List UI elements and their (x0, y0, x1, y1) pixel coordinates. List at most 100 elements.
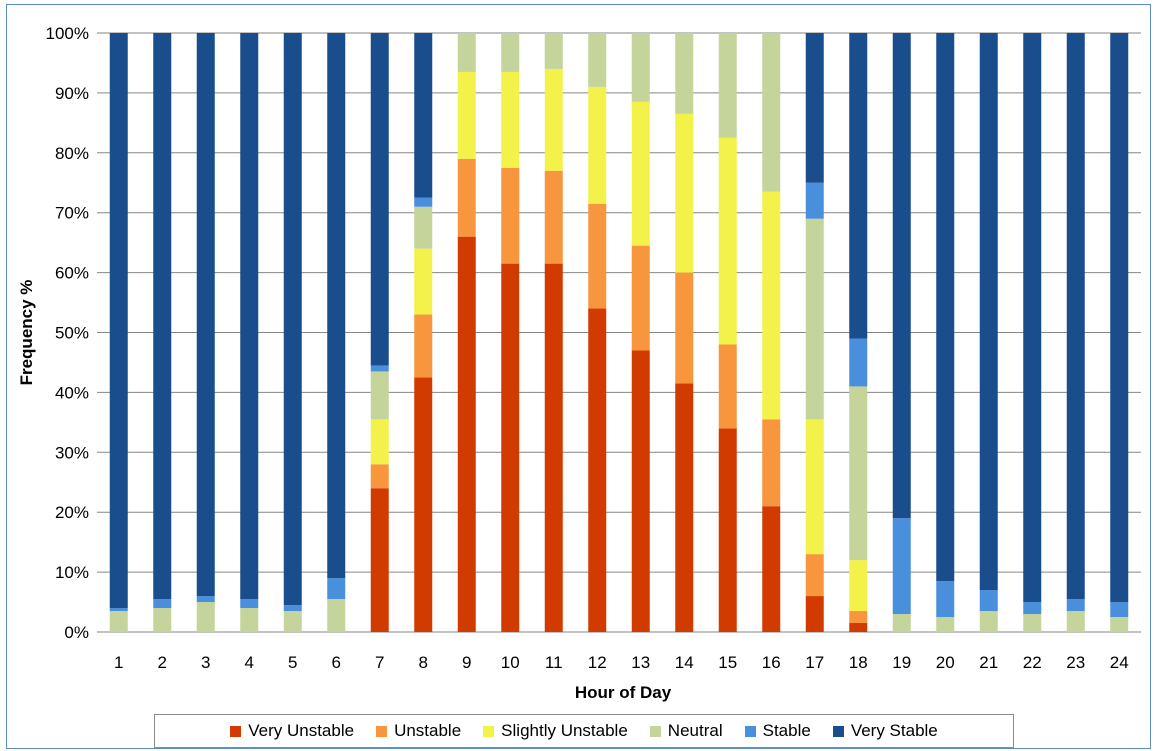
bar-segment-unstable (501, 167, 520, 264)
legend-item: Slightly Unstable (483, 721, 628, 741)
bar-segment-stable (892, 518, 911, 615)
x-tick-label: 16 (762, 653, 781, 672)
bar-segment-very-stable (196, 33, 215, 597)
bar-segment-very-stable (414, 33, 433, 198)
legend-label: Stable (762, 721, 811, 740)
bar-segment-unstable (631, 245, 650, 351)
bar-segment-neutral (631, 33, 650, 102)
bar-segment-slightly-unstable (631, 101, 650, 246)
bar-segment-unstable (544, 170, 563, 264)
legend-item: Very Unstable (230, 721, 354, 741)
legend-item: Very Stable (832, 721, 938, 741)
bar-segment-very-stable (283, 33, 302, 606)
x-tick-label: 3 (201, 653, 210, 672)
x-tick-label: 24 (1110, 653, 1129, 672)
bar-segment-neutral (283, 611, 302, 632)
x-tick-label: 6 (332, 653, 341, 672)
bar-segment-unstable (805, 554, 824, 597)
y-tick-label: 90% (55, 84, 89, 103)
y-tick-label: 10% (55, 563, 89, 582)
bar-segment-unstable (414, 314, 433, 378)
y-tick-label: 0% (64, 623, 89, 642)
bar-segment-slightly-unstable (588, 86, 607, 204)
bar-segment-very-unstable (675, 383, 694, 632)
bar-segment-unstable (718, 344, 737, 429)
x-tick-label: 20 (936, 653, 955, 672)
bar-segment-slightly-unstable (762, 191, 781, 420)
bar-segment-stable (283, 605, 302, 612)
bar-segment-stable (1066, 599, 1085, 612)
legend-swatch (744, 725, 756, 737)
bar-segment-neutral (805, 218, 824, 420)
legend-label: Slightly Unstable (501, 721, 628, 740)
bar-segment-very-stable (936, 33, 955, 582)
bar-segment-very-unstable (762, 506, 781, 632)
bar-segment-neutral (762, 33, 781, 192)
bar-segment-very-unstable (631, 350, 650, 632)
x-tick-label: 8 (419, 653, 428, 672)
x-tick-label: 21 (979, 653, 998, 672)
bar-segment-neutral (588, 33, 607, 87)
x-tick-labels: 1 2 3 4 5 6 7 8 9 10 11 12 13 14 15 16 17 18 19 20 21 22 23 24 (114, 653, 1129, 672)
bar-segment-very-stable (153, 33, 172, 600)
bar-segment-very-stable (892, 33, 911, 519)
bar-segment-very-stable (849, 33, 868, 339)
bar-segment-very-unstable (457, 236, 476, 632)
bar-segment-neutral (1023, 614, 1042, 632)
bar-segment-very-stable (109, 33, 128, 609)
legend-label: Neutral (667, 721, 723, 740)
bar-segment-unstable (849, 611, 868, 624)
x-tick-label: 7 (375, 653, 384, 672)
bar-segment-very-stable (370, 33, 389, 366)
legend-swatch (230, 725, 242, 737)
bar-segment-very-stable (240, 33, 259, 600)
legend-item: Stable (744, 721, 811, 741)
bar-segment-stable (370, 365, 389, 372)
legend-item: Neutral (649, 721, 723, 741)
y-tick-label: 40% (55, 383, 89, 402)
bar-segment-slightly-unstable (849, 560, 868, 612)
bar-segment-slightly-unstable (675, 113, 694, 273)
legend: Very Unstable Unstable Slightly Unstable Ne… (154, 714, 1014, 748)
y-tick-labels: 0% 10% 20% 30% 40% 50% 60% 70% 80% 90% 100% (46, 24, 89, 642)
bar-segment-very-stable (979, 33, 998, 591)
gridlines (97, 32, 1141, 633)
bar-segment-very-unstable (588, 308, 607, 632)
bar-segment-stable (849, 338, 868, 387)
bar-segment-unstable (457, 158, 476, 237)
legend-label: Very Unstable (248, 721, 355, 740)
bar-segment-neutral (501, 33, 520, 72)
y-tick-label: 20% (55, 503, 89, 522)
y-tick-label: 100% (46, 24, 89, 43)
bar-segment-stable (414, 197, 433, 207)
bar-segment-unstable (370, 464, 389, 489)
bar-segment-neutral (109, 611, 128, 632)
bar-segment-very-unstable (849, 623, 868, 632)
bar-segment-neutral (892, 614, 911, 632)
legend-label: Unstable (394, 721, 462, 740)
bar-segment-neutral (936, 617, 955, 632)
bar-segment-neutral (979, 611, 998, 632)
y-tick-label: 60% (55, 264, 89, 283)
bar-segment-stable (1023, 602, 1042, 615)
legend-swatch (649, 725, 661, 737)
bar-segment-stable (1110, 602, 1129, 618)
bar-segment-very-unstable (805, 596, 824, 632)
bar-segment-neutral (370, 371, 389, 420)
legend-item: Unstable (376, 721, 461, 741)
bar-segment-neutral (196, 602, 215, 632)
x-tick-label: 12 (588, 653, 607, 672)
bar-segment-slightly-unstable (414, 248, 433, 315)
bar-segment-very-stable (1066, 33, 1085, 600)
x-tick-label: 18 (849, 653, 868, 672)
chart-frame (6, 4, 1151, 749)
bar-segment-very-stable (327, 33, 346, 579)
bar-segment-neutral (153, 608, 172, 632)
bar-segment-neutral (457, 33, 476, 72)
x-tick-label: 1 (114, 653, 123, 672)
y-axis-title: Frequency % (17, 280, 36, 386)
bar-segment-stable (936, 581, 955, 618)
bar-segment-stable (109, 608, 128, 612)
x-tick-label: 10 (501, 653, 520, 672)
bar-segment-stable (327, 578, 346, 600)
